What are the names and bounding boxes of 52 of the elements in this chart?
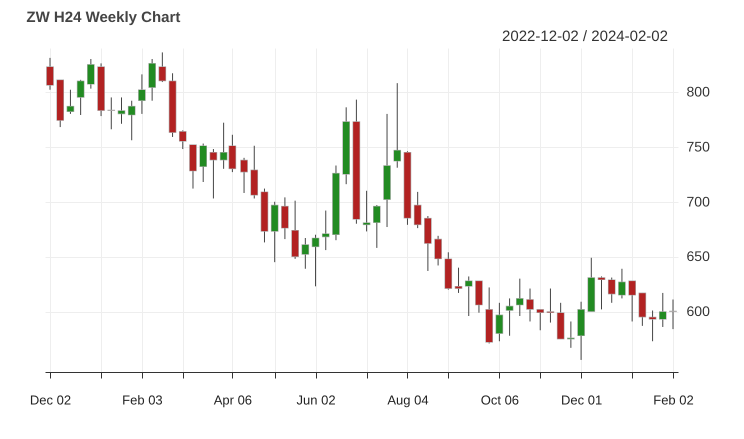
candlestick	[567, 320, 575, 348]
candlestick	[618, 268, 626, 299]
candlestick	[158, 52, 166, 83]
candlestick	[118, 96, 126, 124]
candlestick	[373, 204, 381, 248]
candlestick	[312, 234, 320, 287]
candlestick	[138, 74, 146, 114]
candlestick	[506, 298, 514, 336]
candlestick	[536, 308, 544, 331]
y-tick-label: 800	[686, 83, 710, 100]
x-tick-label: Dec 02	[30, 392, 72, 408]
candlestick	[87, 58, 95, 90]
candlestick	[414, 191, 422, 229]
candlestick	[434, 235, 442, 266]
candlestick	[178, 130, 187, 150]
candlestick	[516, 278, 524, 316]
x-tick-label: Jun 02	[296, 392, 336, 408]
candlestick	[66, 89, 74, 114]
y-tick-label: 600	[686, 303, 710, 320]
x-tick-label: Feb 02	[653, 392, 694, 408]
x-tick-label: Aug 04	[387, 392, 429, 408]
candlestick	[648, 310, 656, 342]
x-tick-label: Apr 06	[214, 392, 252, 408]
chart-title: ZW H24 Weekly Chart	[26, 9, 180, 26]
x-tick-label: Dec 01	[560, 392, 602, 408]
candlestick	[669, 299, 677, 330]
candlestick	[240, 157, 248, 194]
candlestick	[210, 148, 218, 199]
candlestick	[46, 57, 54, 90]
candlestick	[393, 82, 402, 168]
x-tick-label: Oct 06	[480, 392, 520, 408]
candlestick	[128, 100, 136, 141]
candlestick	[598, 276, 606, 310]
text: 2022-12-02 / 2024-02-02	[502, 28, 668, 45]
candlestick	[526, 288, 534, 322]
candlestick	[302, 238, 310, 270]
candlestick	[546, 288, 554, 324]
candlestick	[496, 302, 504, 342]
candlestick	[608, 277, 616, 304]
candlestick	[658, 292, 667, 328]
candlestick	[628, 280, 636, 322]
y-tick-label: 750	[686, 138, 710, 154]
candlestick	[76, 79, 84, 116]
candlestick	[322, 210, 330, 251]
y-tick-label: 700	[686, 193, 710, 210]
candlestick	[464, 276, 473, 316]
candlestick	[454, 267, 462, 294]
candlestick	[281, 196, 289, 240]
x-tick-label: Feb 03	[122, 392, 163, 408]
candlestick	[199, 143, 207, 182]
candlestick	[107, 96, 116, 130]
y-tick-label: 650	[686, 248, 710, 264]
